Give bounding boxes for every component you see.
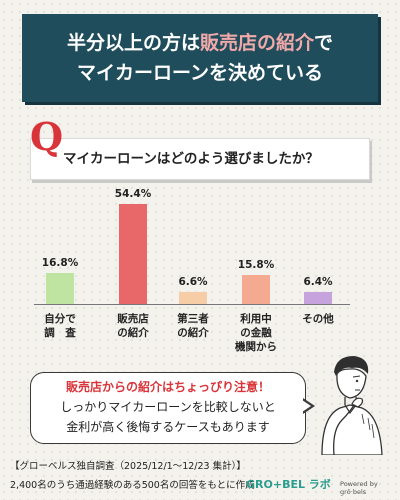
bar-5 <box>304 292 332 304</box>
bar-4 <box>242 274 270 304</box>
callout-line-3: 金利が高く後悔するケースもあります <box>66 420 270 434</box>
bar-value-label-5: 6.4% <box>303 276 333 289</box>
bar-3 <box>179 291 207 304</box>
headline-line-1: 半分以上の方は販売店の紹介で <box>22 28 378 58</box>
category-label-5: その他 <box>302 313 334 325</box>
brand-logo-sub: Powered by grō·bels <box>340 480 378 496</box>
callout-warning: 販売店からの紹介はちょっぴり注意！ <box>65 380 270 394</box>
category-label-4: 利用中 の金融 機関から <box>235 313 277 353</box>
bar-value-label-4: 15.8% <box>237 258 275 271</box>
headline-highlight: 販売店の紹介 <box>199 32 314 54</box>
headline-banner: 半分以上の方は販売店の紹介で マイカーローンを決めている <box>22 14 378 102</box>
bar-1 <box>46 273 74 304</box>
thinking-man-icon <box>321 356 383 455</box>
headline-line-2: マイカーローンを決めている <box>76 62 324 84</box>
category-label-2: 販売店 の紹介 <box>117 313 149 339</box>
callout-line-2: しっかりマイカーローンを比較しないと <box>60 400 276 414</box>
bar-chart: 16.8% 自分で 調 査 54.4% 販売店 の紹介 6.6% 第三者 の紹介 15.8%… <box>30 188 370 360</box>
brand-logo: GRO+BEL ラボ <box>246 478 331 491</box>
survey-note: 2,400名のうち通過経験のある500名の回答をもとに作成 <box>10 480 255 491</box>
question-mark-icon: Q <box>30 114 64 159</box>
category-label-3: 第三者 の紹介 <box>177 313 209 339</box>
bar-value-label-2: 54.4% <box>114 188 152 200</box>
bar-value-label-1: 16.8% <box>41 257 79 270</box>
bar-value-label-3: 6.6% <box>178 275 208 288</box>
survey-source: 【グローベルス独自調査（2025/12/1～12/23 集計）】 <box>10 461 246 472</box>
question-text: マイカーローンはどのよう選びましたか？ <box>63 151 319 167</box>
question-box: マイカーローンはどのよう選びましたか？ <box>30 138 370 180</box>
bar-2 <box>119 204 147 304</box>
headline-text-c: で <box>314 32 334 54</box>
category-label-1: 自分で 調 査 <box>44 313 76 339</box>
headline-text-a: 半分以上の方は <box>66 32 200 54</box>
chart-baseline <box>34 304 350 305</box>
callout-bubble: 販売店からの紹介はちょっぴり注意！ しっかりマイカーローンを比較しないと 金利が… <box>30 372 306 444</box>
callout-tail-inner <box>302 400 311 412</box>
